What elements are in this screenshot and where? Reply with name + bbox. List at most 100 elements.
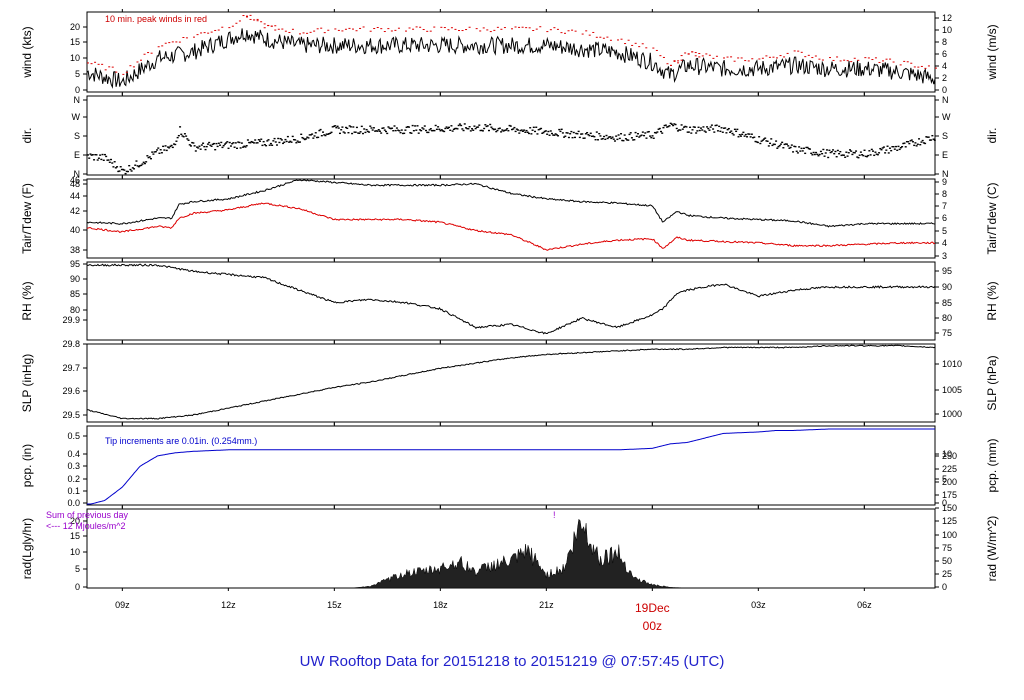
direction-point <box>300 133 303 135</box>
direction-point <box>770 138 773 140</box>
direction-point <box>663 124 666 127</box>
direction-point <box>629 132 632 134</box>
direction-point <box>139 164 142 167</box>
direction-point <box>561 132 564 134</box>
direction-point <box>282 142 285 145</box>
peak-wind-point <box>751 58 754 60</box>
direction-point <box>351 132 354 135</box>
direction-point <box>609 136 612 138</box>
right-tick-label: 250 <box>942 451 957 461</box>
direction-point <box>501 129 504 131</box>
direction-point <box>633 139 636 141</box>
peak-wind-point <box>157 46 160 48</box>
direction-point <box>137 165 140 168</box>
peak-wind-point <box>670 64 672 66</box>
direction-point <box>800 147 803 150</box>
direction-point <box>432 129 435 132</box>
direction-point <box>165 149 168 152</box>
peak-wind-point <box>804 56 807 58</box>
direction-point <box>483 127 486 130</box>
direction-point <box>272 140 275 142</box>
direction-point <box>910 139 913 141</box>
peak-wind-point <box>397 27 400 29</box>
direction-point <box>90 154 93 156</box>
direction-point <box>159 149 162 151</box>
direction-point <box>607 136 610 138</box>
direction-point <box>222 144 225 147</box>
direction-point <box>397 129 400 131</box>
peak-wind-point <box>556 28 559 30</box>
direction-point <box>569 133 572 135</box>
direction-point <box>714 124 717 127</box>
direction-point <box>683 126 686 128</box>
direction-point <box>779 143 782 145</box>
direction-point <box>217 142 220 144</box>
peak-wind-point <box>659 55 662 57</box>
direction-point <box>416 125 419 127</box>
ylabel-left: dir. <box>20 127 34 143</box>
direction-point <box>703 130 706 132</box>
direction-point <box>220 141 223 144</box>
left-tick-label: 46 <box>70 175 80 185</box>
direction-point <box>506 128 509 130</box>
direction-point <box>592 135 595 137</box>
direction-point <box>617 134 620 136</box>
direction-point <box>323 134 326 136</box>
peak-wind-point <box>161 45 164 47</box>
direction-point <box>148 156 151 158</box>
direction-point <box>496 129 499 132</box>
direction-point <box>129 168 132 171</box>
direction-point <box>444 127 447 130</box>
peak-wind-point <box>581 33 584 35</box>
direction-point <box>624 138 627 140</box>
direction-point <box>322 131 325 133</box>
peak-wind-point <box>511 28 513 30</box>
peak-wind-point <box>574 30 577 32</box>
direction-point <box>678 129 681 131</box>
right-tick-label: 8 <box>942 37 947 47</box>
direction-point <box>766 140 769 142</box>
direction-point <box>460 124 463 127</box>
peak-wind-point <box>765 55 768 57</box>
direction-point <box>412 129 415 132</box>
right-tick-label: 175 <box>942 490 957 500</box>
direction-point <box>821 152 824 155</box>
direction-point <box>615 135 618 137</box>
direction-point <box>772 143 775 145</box>
direction-point <box>487 129 490 132</box>
peak-wind-point <box>889 58 892 60</box>
left-tick-label: 0.2 <box>67 474 80 484</box>
direction-point <box>686 131 689 133</box>
peak-wind-point <box>440 26 443 28</box>
direction-point <box>839 150 842 153</box>
peak-wind-point <box>369 30 372 32</box>
peak-wind-point <box>274 29 277 31</box>
peak-wind-point <box>715 55 718 57</box>
peak-wind-point <box>585 30 588 32</box>
direction-point <box>259 140 262 142</box>
direction-point <box>640 134 643 136</box>
peak-wind-point <box>634 42 637 44</box>
direction-point <box>409 132 412 134</box>
right-tick-label: 0 <box>942 498 947 508</box>
peak-wind-point <box>383 31 386 33</box>
direction-point <box>101 153 104 156</box>
direction-point <box>468 126 471 128</box>
direction-point <box>898 148 901 151</box>
peak-wind-point <box>327 29 330 31</box>
peak-wind-point <box>857 59 860 61</box>
direction-point <box>517 129 520 131</box>
panel-wind: 0 5 10 15 20 0 2 4 6 8 10 12 wind (kts) wind (m/s) 10 … <box>20 9 999 95</box>
direction-point <box>792 151 795 153</box>
direction-point <box>341 126 344 128</box>
direction-point <box>262 140 265 143</box>
direction-point <box>173 143 176 145</box>
direction-point <box>870 148 873 151</box>
direction-point <box>107 159 110 161</box>
peak-wind-point <box>394 29 397 31</box>
direction-point <box>606 137 609 140</box>
ylabel-right: Tair/Tdew (C) <box>985 182 999 254</box>
direction-point <box>299 141 301 143</box>
panel-frame-wind <box>86 11 936 93</box>
